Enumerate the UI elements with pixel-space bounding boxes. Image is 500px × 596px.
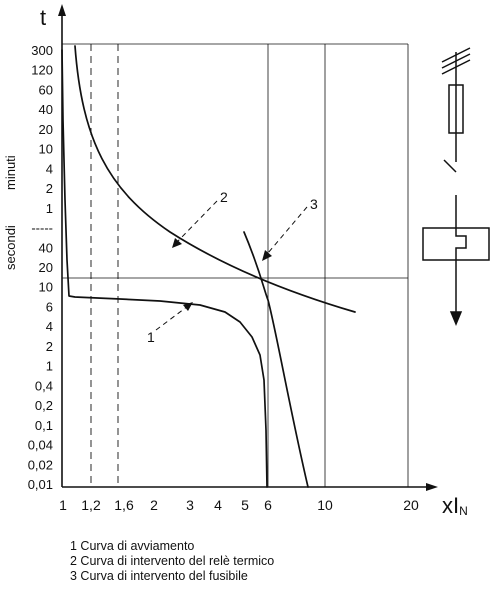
x-tick-label: 4 — [214, 497, 222, 513]
y-tick-label: 4 — [46, 161, 53, 176]
phase-mark-1 — [441, 47, 471, 63]
minutes-unit-label: minuti — [3, 155, 18, 190]
x-tick-label: 1 — [59, 497, 67, 513]
x-tick-label: 3 — [186, 497, 194, 513]
legend-item-2: 2 Curva di intervento del relè termico — [70, 554, 275, 568]
callout-2-label: 2 — [220, 189, 228, 205]
x-axis-title-sub: N — [459, 504, 468, 518]
curve-3-fuse — [243, 231, 309, 488]
contactor-switch — [443, 159, 457, 173]
callout-2-leader — [177, 200, 218, 242]
y-tick-label: 40 — [39, 102, 53, 117]
y-tick-label: 120 — [31, 63, 53, 78]
legend-item-1: 1 Curva di avviamento — [70, 539, 195, 553]
x-tick-label: 20 — [403, 497, 419, 513]
y-tick-label: 0,4 — [35, 378, 53, 393]
x-tick-label: 10 — [317, 497, 333, 513]
y-axis-title: t — [40, 5, 46, 30]
y-tick-label: 4 — [46, 319, 53, 334]
callout-1-arrow — [183, 302, 193, 311]
y-tick-label: 0,01 — [28, 477, 53, 492]
seconds-unit-label: secondi — [3, 225, 18, 270]
callout-3-leader — [267, 206, 308, 254]
phase-mark-3 — [441, 59, 471, 75]
x-axis-arrow — [426, 483, 438, 491]
y-tick-label: 20 — [39, 122, 53, 137]
callout-3-label: 3 — [310, 196, 318, 212]
y-tick-label: 0,02 — [28, 457, 53, 472]
y-tick-labels: 300 120 60 40 20 10 4 2 1 ----- 40 20 10 6 4 2 1 0,4 0,2 0,… — [28, 43, 53, 492]
y-tick-label: 300 — [31, 43, 53, 58]
y-tick-label: 1 — [46, 201, 53, 216]
callouts: 1 2 3 — [147, 189, 318, 345]
y-tick-label: 0,1 — [35, 418, 53, 433]
x-axis-title: xIN — [442, 493, 468, 518]
y-tick-label: 2 — [46, 181, 53, 196]
y-tick-label: 2 — [46, 339, 53, 354]
x-tick-label: 6 — [264, 497, 272, 513]
y-tick-label: ----- — [31, 221, 53, 236]
thermal-relay-element — [455, 228, 467, 260]
y-tick-label: 20 — [39, 260, 53, 275]
curve-1-startup — [61, 49, 268, 488]
x-tick-label: 1,6 — [114, 497, 134, 513]
x-tick-labels: 1 1,2 1,6 2 3 4 5 6 10 20 — [59, 497, 419, 513]
output-arrow — [449, 311, 463, 326]
callout-2-arrow — [172, 238, 182, 248]
callout-3-arrow — [262, 250, 272, 261]
y-tick-label: 6 — [46, 300, 53, 315]
y-tick-label: 1 — [46, 359, 53, 374]
y-axis-arrow — [58, 4, 66, 16]
curve-2-thermal-relay — [74, 45, 356, 313]
legend: 1 Curva di avviamento 2 Curva di interve… — [70, 539, 274, 584]
x-tick-label: 5 — [241, 497, 249, 513]
legend-item-3: 3 Curva di intervento del fusibile — [70, 569, 248, 583]
curves — [61, 45, 356, 488]
x-tick-label: 2 — [150, 497, 158, 513]
callout-1-label: 1 — [147, 329, 155, 345]
axes — [58, 4, 438, 491]
callout-1-leader — [155, 305, 189, 331]
circuit-schematic — [422, 47, 490, 326]
y-tick-label: 40 — [39, 240, 53, 255]
phase-mark-2 — [441, 53, 471, 69]
y-tick-label: 0,2 — [35, 398, 53, 413]
y-tick-label: 10 — [39, 280, 53, 295]
y-tick-label: 10 — [39, 142, 53, 157]
y-tick-label: 60 — [39, 83, 53, 98]
y-tick-label: 0,04 — [28, 438, 53, 453]
x-tick-label: 1,2 — [81, 497, 101, 513]
